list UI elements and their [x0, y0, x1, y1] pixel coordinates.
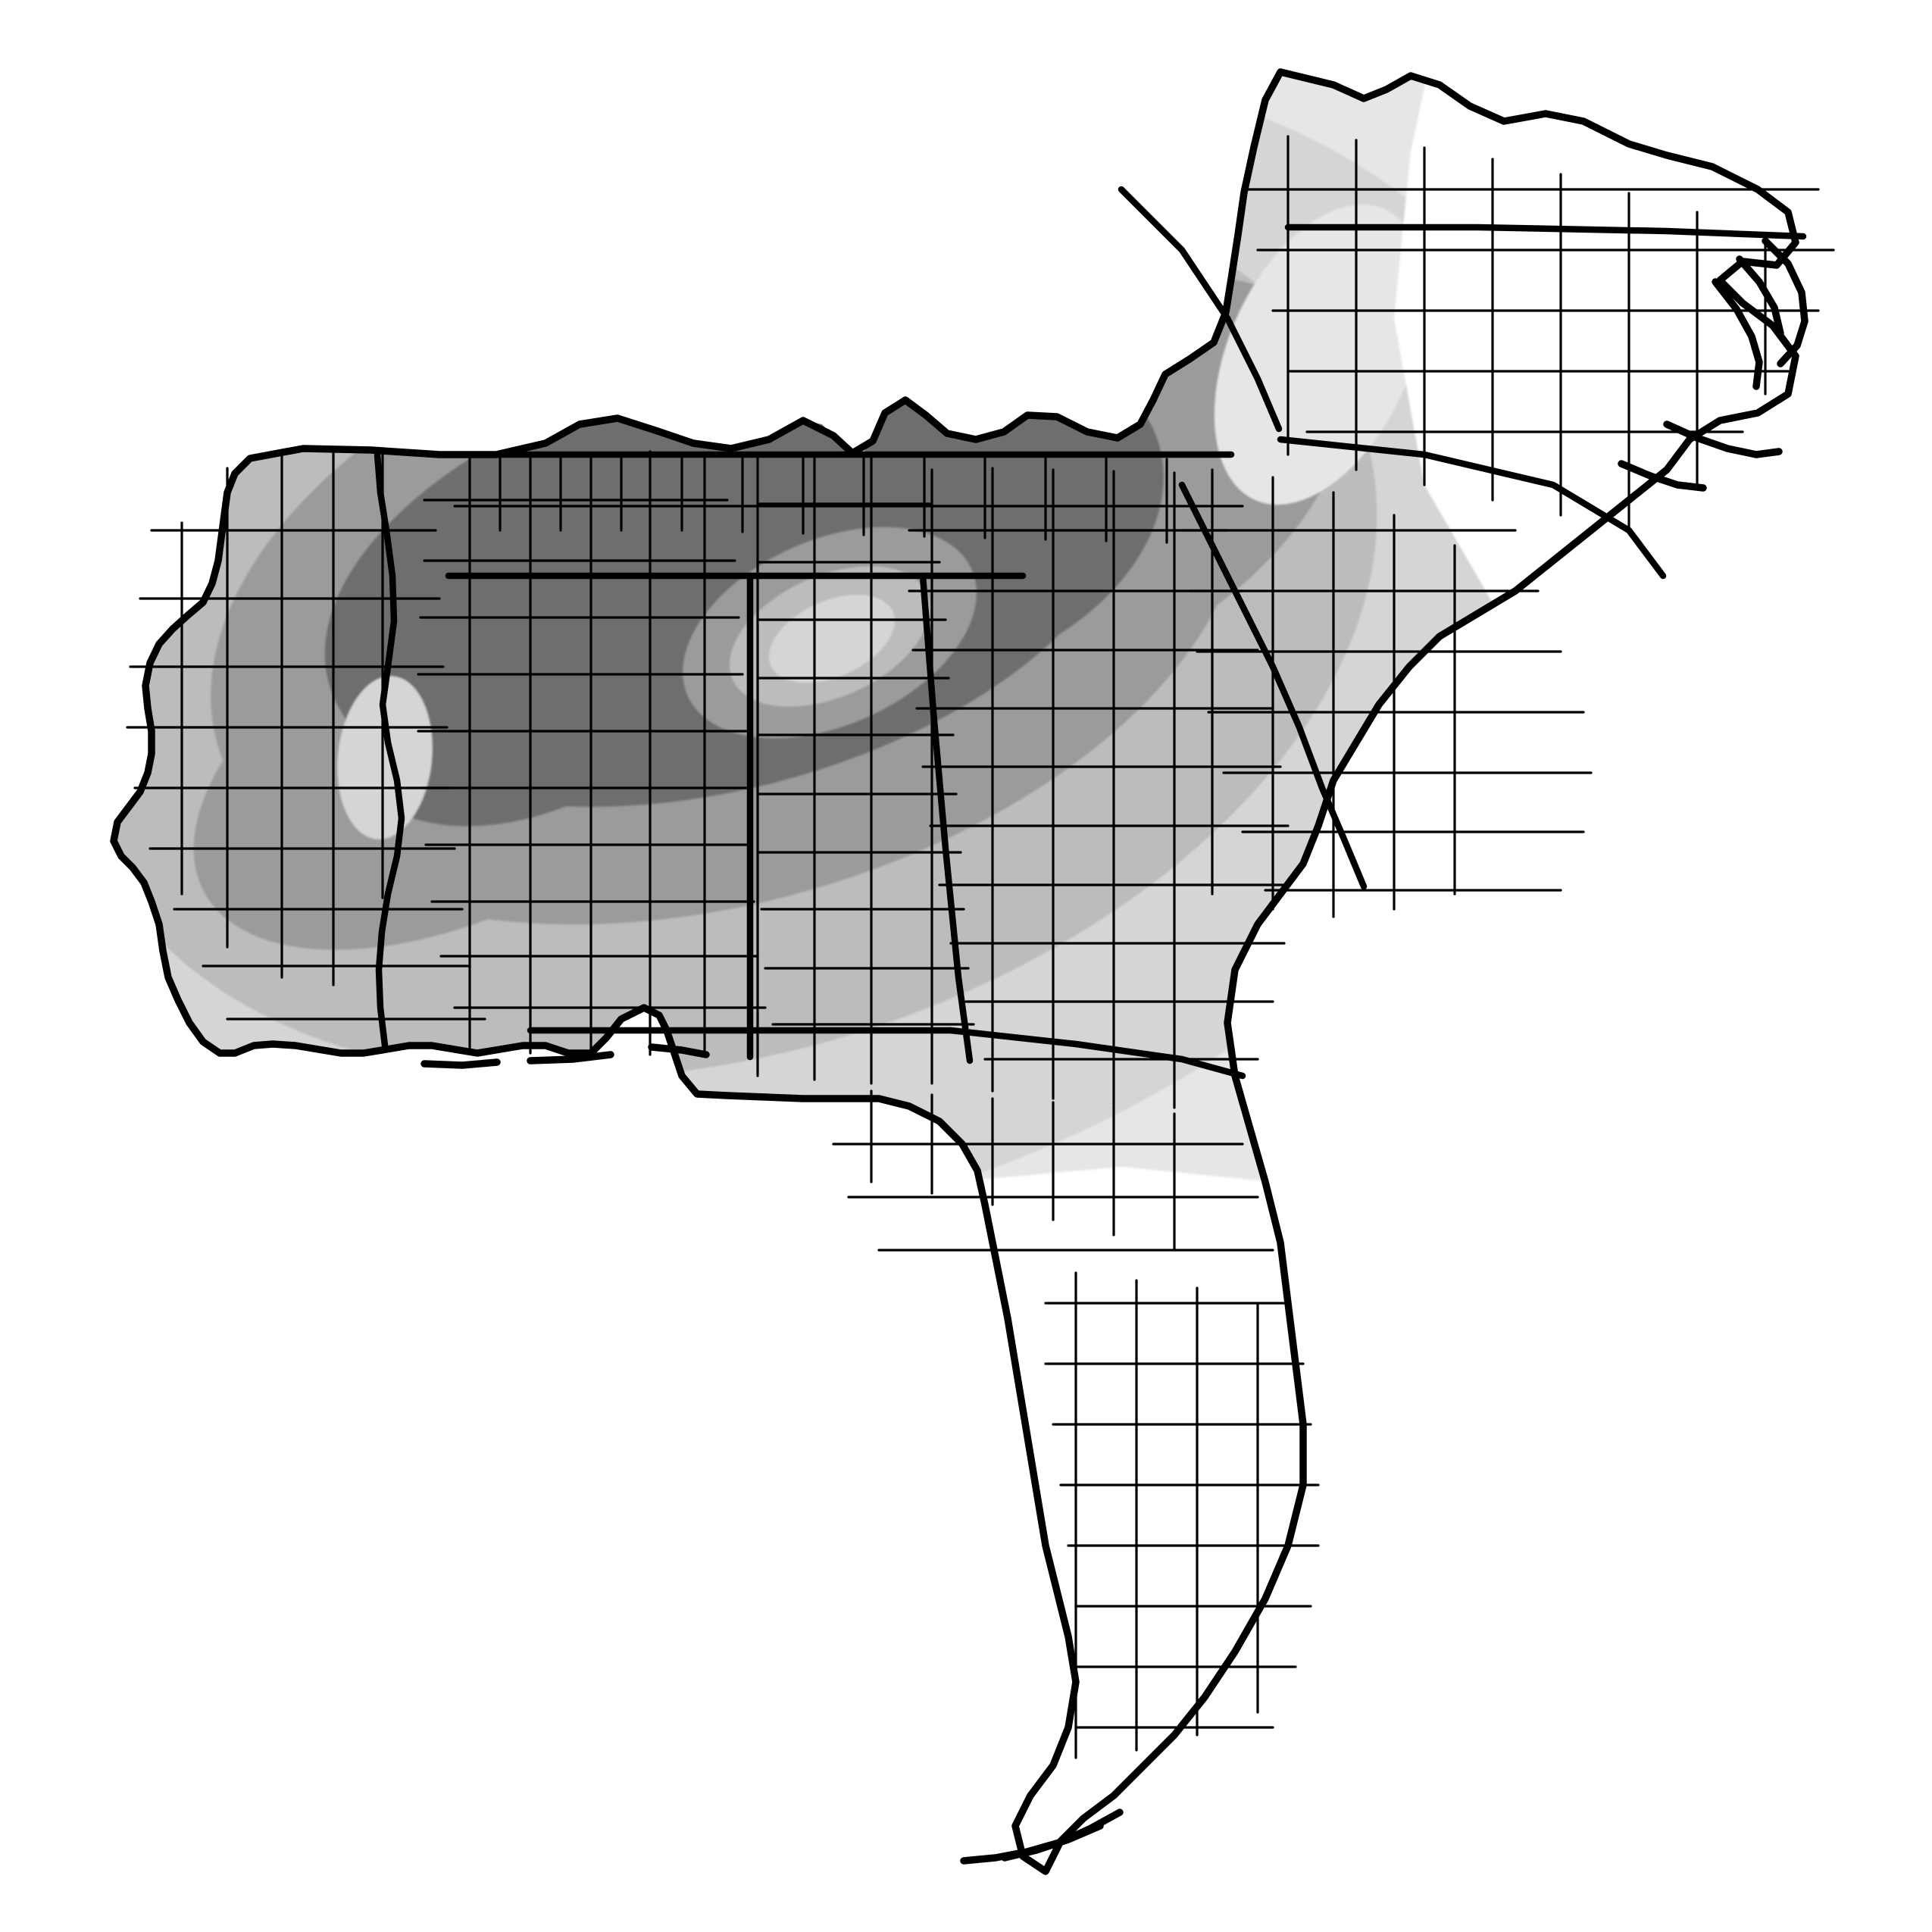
contour-minimum-sc-piedmont [1215, 205, 1425, 505]
state-boundary-layer [374, 186, 1807, 1080]
state-line-nc-sc [1277, 436, 1667, 580]
state-line-nc-tn [1118, 186, 1283, 433]
state-line-nc-va [1284, 224, 1807, 240]
contour-minimum-ms-delta [337, 676, 433, 839]
state-line-ar-ms [374, 451, 405, 1049]
state-line-ga-sc [1178, 481, 1368, 890]
landmass-outline [110, 68, 1799, 1875]
state-line-al-ga [919, 572, 974, 1064]
contour-hole-level-2 [769, 594, 895, 683]
outer-banks-detail [1618, 237, 1809, 492]
state-line-ga-fl [947, 1027, 1246, 1080]
florida-keys-detail [960, 1809, 1124, 1865]
gulf-barrier-islands-detail [420, 1043, 710, 1069]
